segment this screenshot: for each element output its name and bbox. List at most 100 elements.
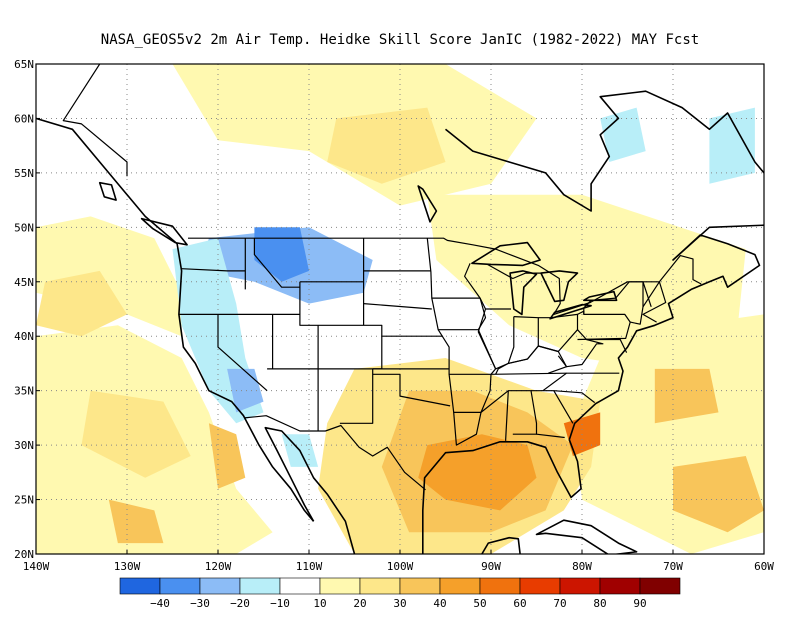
- latitude-label: 25N: [14, 494, 34, 507]
- state-border-new-england: [642, 281, 667, 323]
- legend-color-box: [639, 577, 681, 595]
- legend-label: 60: [513, 597, 526, 610]
- caribbean-orange-region: [673, 456, 764, 533]
- legend-color-box: [359, 577, 401, 595]
- latitude-label: 50N: [14, 221, 34, 234]
- legend-label: −10: [270, 597, 290, 610]
- pacific-sw-orange-patch-region: [108, 499, 164, 544]
- lake-michigan-outline: [509, 270, 538, 316]
- longitude-label: 120W: [205, 560, 232, 573]
- legend-label: 10: [313, 597, 326, 610]
- hudson-bay-yellow-region: [327, 107, 446, 184]
- skill-score-fields: [36, 64, 764, 554]
- state-border-illinois: [477, 308, 515, 370]
- legend-label: 50: [473, 597, 486, 610]
- hudson-bay-coastline: [445, 90, 764, 212]
- atlantic-orange-patch-region: [654, 368, 719, 424]
- state-border-nc-sc: [553, 390, 596, 404]
- legend-label: −30: [190, 597, 210, 610]
- latitude-label: 40N: [14, 330, 34, 343]
- state-border-tn-ky: [490, 372, 567, 375]
- lake-superior-outline: [471, 241, 541, 267]
- montana-dark-blue-region: [254, 227, 309, 282]
- legend-color-box: [239, 577, 281, 595]
- legend-color-box: [399, 577, 441, 595]
- baja-gulf-coastline: [264, 426, 356, 554]
- haida-gwaii-outline: [98, 181, 117, 201]
- state-border-ok-tx: [372, 373, 451, 407]
- lake-winnipeg-outline: [417, 185, 438, 223]
- state-border-wa-or: [181, 268, 246, 272]
- longitude-label: 80W: [572, 560, 592, 573]
- yucatan-coastline: [481, 536, 521, 554]
- latitude-label: 65N: [14, 58, 34, 71]
- political-borders: [62, 64, 702, 491]
- legend-label: 20: [353, 597, 366, 610]
- state-border-vermont: [642, 281, 652, 307]
- longitude-label: 140W: [23, 560, 50, 573]
- longitude-label: 60W: [754, 560, 774, 573]
- state-border-new-york: [583, 281, 644, 325]
- longitude-axis: 140W 130W 120W 110W 100W 90W 80W 70W 60W: [23, 550, 774, 573]
- legend-color-box: [279, 577, 321, 595]
- state-border-ca-nv: [217, 314, 268, 392]
- lake-ontario-outline: [582, 290, 618, 302]
- east-coast-coastline: [568, 224, 764, 440]
- legend-label: 90: [633, 597, 646, 610]
- legend-label: −40: [150, 597, 170, 610]
- us-canada-border: [188, 237, 702, 315]
- pacific-nw-coast-light-yellow-region: [36, 216, 182, 337]
- state-border-nm-tx: [339, 368, 374, 424]
- legend-color-box: [159, 577, 201, 595]
- pacific-yellow-patch-b-region: [81, 390, 191, 478]
- legend-label: −20: [230, 597, 250, 610]
- latitude-label: 55N: [14, 167, 34, 180]
- longitude-label: 110W: [296, 560, 323, 573]
- state-border-wy-co: [299, 281, 383, 369]
- legend-color-box: [319, 577, 361, 595]
- newfoundland-outline: [770, 211, 800, 262]
- vancouver-island-outline: [140, 217, 188, 246]
- color-legend: −40 −30 −20 −10 10 20 30 40 50 60 70 80 90: [119, 577, 681, 610]
- lake-huron-outline: [540, 270, 579, 303]
- longitude-label: 130W: [114, 560, 141, 573]
- state-border-sd-ne: [363, 303, 432, 310]
- legend-color-box: [479, 577, 521, 595]
- west-coast-coastline: [36, 117, 315, 522]
- legend-label: 70: [553, 597, 566, 610]
- quebec-light-blue-region: [600, 107, 646, 162]
- legend-color-box: [519, 577, 561, 595]
- legend-color-box: [199, 577, 241, 595]
- gulf-of-mexico-coastline: [421, 439, 582, 554]
- labrador-light-blue-region: [709, 107, 755, 184]
- state-border-al-ga: [508, 390, 538, 435]
- legend-color-box: [599, 577, 641, 595]
- legend-label: 30: [393, 597, 406, 610]
- state-border-minnesota: [426, 238, 481, 299]
- state-border-ga-fl: [536, 433, 565, 439]
- legend-color-box: [439, 577, 481, 595]
- coastlines: [36, 90, 800, 554]
- latitude-label: 35N: [14, 385, 34, 398]
- latitude-axis: 65N 60N 55N 50N 45N 40N 35N 30N 25N 20N: [14, 58, 40, 561]
- latitude-label: 20N: [14, 548, 34, 561]
- longitude-label: 90W: [481, 560, 501, 573]
- latitude-label: 60N: [14, 112, 34, 125]
- pacific-yellow-patch-a-region: [36, 270, 127, 337]
- latitude-label: 30N: [14, 439, 34, 452]
- legend-color-box: [119, 577, 161, 595]
- state-border-louisiana: [453, 412, 482, 446]
- legend-label: 40: [433, 597, 446, 610]
- alaska-canada-border: [62, 64, 128, 177]
- state-border-michigan: [487, 263, 542, 280]
- us-mexico-border: [244, 415, 426, 491]
- longitude-label: 100W: [387, 560, 414, 573]
- state-border-id-mt: [253, 238, 300, 288]
- state-border-wisconsin: [464, 263, 511, 310]
- plot-area: [36, 64, 800, 554]
- legend-color-box: [559, 577, 601, 595]
- cuba-outline: [535, 519, 638, 554]
- longitude-label: 70W: [663, 560, 683, 573]
- figure-title: NASA_GEOS5v2 2m Air Temp. Heidke Skill S…: [101, 32, 699, 48]
